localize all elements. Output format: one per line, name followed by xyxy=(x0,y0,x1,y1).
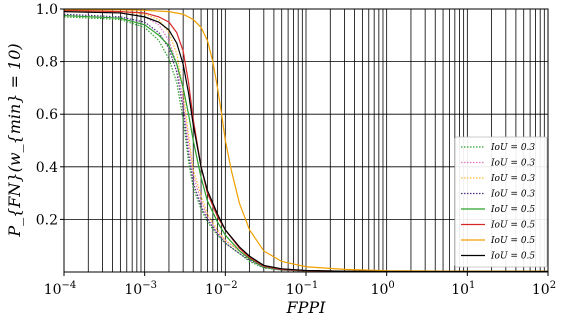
series-line-6 xyxy=(63,8,548,272)
x-tick-labels: 10−4 10−3 10−2 10−1 100 101 102 xyxy=(44,272,556,298)
legend-label: IoU = 0.5 xyxy=(490,252,535,262)
x-tick-label: 10−4 xyxy=(44,280,77,298)
legend-label: IoU = 0.5 xyxy=(490,236,535,246)
x-tick-label: 10−1 xyxy=(286,280,319,298)
x-tick-label: 10−3 xyxy=(124,280,157,298)
legend-label: IoU = 0.3 xyxy=(490,190,535,200)
series-lines xyxy=(63,8,548,273)
y-tick-label: 0.2 xyxy=(36,212,58,228)
legend-label: IoU = 0.5 xyxy=(490,205,535,215)
series-line-7 xyxy=(63,11,548,273)
y-tick-labels: 0.2 0.4 0.6 0.8 1.0 xyxy=(36,2,64,228)
legend-label: IoU = 0.5 xyxy=(490,221,535,231)
legend-box xyxy=(454,136,548,268)
legend-label: IoU = 0.3 xyxy=(490,159,535,169)
x-axis-label: FPPI xyxy=(286,298,327,317)
legend-label: IoU = 0.3 xyxy=(490,143,535,153)
legend-label: IoU = 0.3 xyxy=(490,174,535,184)
x-tick-label: 100 xyxy=(371,280,395,298)
legend: IoU = 0.3 IoU = 0.3 IoU = 0.3 IoU = 0.3 IoU … xyxy=(454,136,548,268)
y-tick-label: 1.0 xyxy=(36,2,58,18)
x-tick-label: 102 xyxy=(532,280,556,298)
y-axis-label: P_{FN}(w_{min} = 10) xyxy=(5,43,24,237)
y-tick-label: 0.6 xyxy=(36,107,58,123)
x-tick-label: 101 xyxy=(451,280,475,298)
y-tick-label: 0.8 xyxy=(36,55,58,71)
x-tick-label: 10−2 xyxy=(205,280,238,298)
y-tick-label: 0.4 xyxy=(36,160,58,176)
